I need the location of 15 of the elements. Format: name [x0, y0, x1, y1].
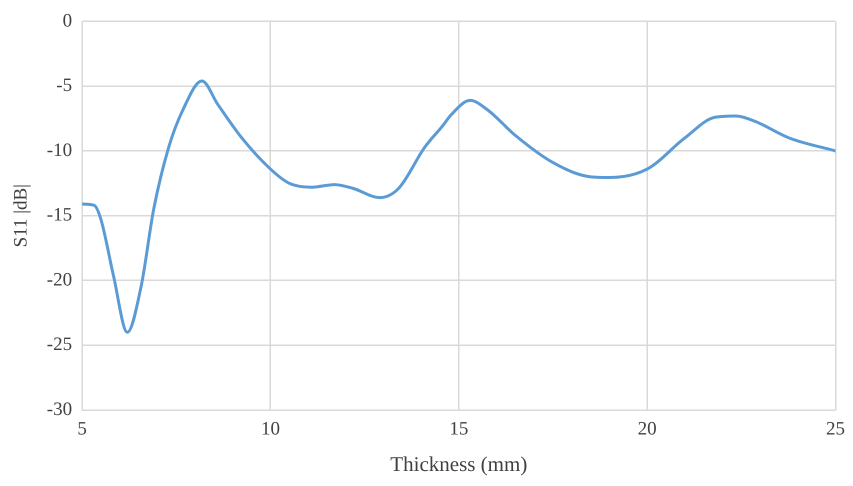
y-tick-label: -20: [46, 269, 72, 290]
x-axis-title: Thickness (mm): [390, 452, 528, 476]
x-tick-label: 15: [449, 418, 468, 440]
y-tick-label: -10: [46, 140, 72, 161]
x-tick-label: 10: [260, 418, 280, 440]
y-tick-label: -25: [46, 334, 72, 356]
y-axis-title: S11 |dB|: [10, 184, 32, 248]
x-tick-label: 5: [77, 418, 87, 440]
x-tick-label: 20: [638, 418, 657, 440]
y-tick-label: -15: [46, 204, 72, 226]
y-tick-label: -5: [56, 75, 72, 96]
x-tick-label: 25: [826, 418, 845, 440]
y-tick-label: -30: [46, 398, 72, 420]
line-series: [82, 79, 836, 334]
y-tick-label: 0: [62, 10, 72, 32]
